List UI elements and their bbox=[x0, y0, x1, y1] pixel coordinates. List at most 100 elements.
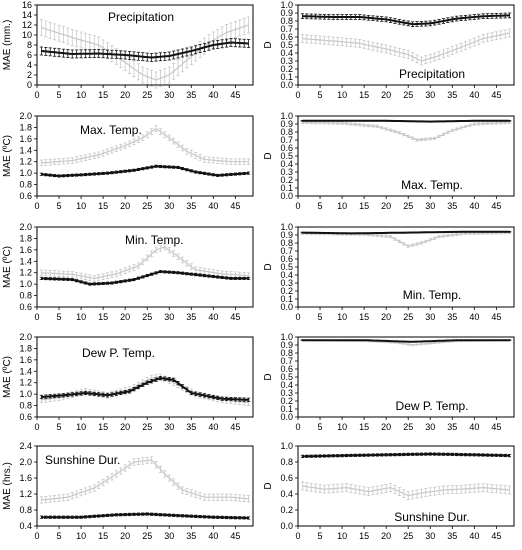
y-tick-label: 0.8 bbox=[19, 291, 32, 301]
y-tick-label: 0.9 bbox=[280, 8, 293, 18]
y-axis-label: MAE (ºC) bbox=[2, 246, 13, 288]
y-tick-label: 6 bbox=[27, 50, 32, 60]
x-tick-label: 25 bbox=[142, 531, 152, 541]
y-tick-label: 2.4 bbox=[19, 441, 32, 451]
y-tick-label: 0.6 bbox=[280, 473, 293, 483]
chart-panel-9: 0.0 0.2 0.4 0.6 0.8 1.0 0 5 10 15 20 25 30 35 40 45 D Sun… bbox=[263, 441, 515, 541]
plot-frame bbox=[297, 445, 515, 527]
series-line-2-1 bbox=[41, 165, 249, 177]
panel-title: Max. Temp. bbox=[401, 178, 463, 192]
y-tick-label: 0.4 bbox=[280, 48, 293, 58]
y-tick-label: 0.6 bbox=[280, 143, 293, 153]
series-line-5-1 bbox=[302, 230, 510, 235]
x-tick-label: 30 bbox=[425, 90, 435, 100]
y-tick-label: 0.8 bbox=[280, 238, 293, 248]
x-tick-label: 20 bbox=[381, 531, 391, 541]
x-tick-label: 0 bbox=[34, 422, 39, 432]
y-tick-label: 0.6 bbox=[19, 191, 32, 201]
x-tick-label: 30 bbox=[164, 422, 174, 432]
y-tick-label: 0.3 bbox=[280, 388, 293, 398]
y-tick-label: 1.4 bbox=[19, 256, 32, 266]
y-tick-label: 1.6 bbox=[19, 245, 32, 255]
y-tick-label: 12 bbox=[22, 20, 32, 30]
x-tick-label: 25 bbox=[403, 90, 413, 100]
x-tick-label: 40 bbox=[208, 312, 218, 322]
x-tick-label: 35 bbox=[186, 531, 196, 541]
y-axis-label: D bbox=[263, 373, 274, 380]
y-tick-label: 0.5 bbox=[280, 40, 293, 50]
x-tick-label: 35 bbox=[186, 422, 196, 432]
series-line-8-0 bbox=[41, 459, 249, 501]
x-tick-label: 35 bbox=[447, 531, 457, 541]
error-bars-1-0 bbox=[300, 28, 512, 66]
y-tick-label: 1.0 bbox=[19, 168, 32, 178]
x-tick-label: 5 bbox=[318, 422, 323, 432]
x-tick-label: 45 bbox=[491, 312, 501, 322]
y-tick-label: 0.8 bbox=[19, 401, 32, 411]
y-tick-label: 0.9 bbox=[280, 119, 293, 129]
y-tick-label: 0.0 bbox=[280, 521, 293, 531]
x-tick-label: 40 bbox=[469, 531, 479, 541]
x-tick-label: 0 bbox=[295, 422, 300, 432]
y-tick-label: 2.0 bbox=[19, 111, 32, 121]
y-tick-label: 0.2 bbox=[280, 505, 293, 515]
x-tick-label: 0 bbox=[34, 312, 39, 322]
y-tick-label: 1.0 bbox=[280, 111, 293, 121]
x-tick-label: 5 bbox=[57, 312, 62, 322]
x-tick-label: 30 bbox=[425, 312, 435, 322]
y-tick-label: 1.2 bbox=[19, 268, 32, 278]
series-line-4-1 bbox=[41, 270, 249, 286]
x-tick-label: 20 bbox=[381, 201, 391, 211]
y-tick-label: 0.7 bbox=[280, 24, 293, 34]
error-bars-6-0 bbox=[39, 373, 251, 406]
x-tick-label: 30 bbox=[425, 201, 435, 211]
x-tick-label: 45 bbox=[230, 90, 240, 100]
series-line-8-1 bbox=[41, 513, 249, 519]
y-tick-label: 1.0 bbox=[19, 389, 32, 399]
y-tick-label: 1.6 bbox=[19, 355, 32, 365]
x-tick-label: 20 bbox=[120, 422, 130, 432]
y-tick-label: 0.5 bbox=[280, 151, 293, 161]
chart-panel-6: 0.60.8 1.01.2 1.41.6 1.82.0 0 5 10 15 20 25 30 35 40… bbox=[2, 332, 254, 432]
x-tick-label: 40 bbox=[469, 422, 479, 432]
x-tick-label: 10 bbox=[76, 201, 86, 211]
x-tick-label: 5 bbox=[318, 90, 323, 100]
panel-title: Min. Temp. bbox=[125, 233, 183, 247]
x-tick-label: 25 bbox=[142, 312, 152, 322]
x-tick-label: 5 bbox=[57, 531, 62, 541]
y-tick-label: 0.1 bbox=[280, 183, 293, 193]
y-tick-label: 0.8 bbox=[280, 348, 293, 358]
y-tick-label: 0.8 bbox=[19, 180, 32, 190]
x-tick-label: 15 bbox=[98, 422, 108, 432]
x-tick-label: 0 bbox=[295, 201, 300, 211]
y-tick-label: 4 bbox=[27, 60, 32, 70]
panel-title: Dew P. Temp. bbox=[396, 399, 469, 413]
y-tick-label: 0.7 bbox=[280, 135, 293, 145]
chart-panel-1: 0.00.10.20.30.40.50.60.70.80.91.0 0 5 10 15 2… bbox=[263, 0, 515, 100]
y-tick-label: 0.2 bbox=[280, 286, 293, 296]
x-tick-label: 40 bbox=[208, 531, 218, 541]
x-tick-label: 5 bbox=[57, 422, 62, 432]
x-tick-label: 15 bbox=[98, 201, 108, 211]
x-tick-label: 45 bbox=[491, 531, 501, 541]
series-line-1-0 bbox=[302, 32, 510, 62]
panel-title: Precipitation bbox=[108, 10, 174, 24]
y-tick-label: 0 bbox=[27, 80, 32, 90]
x-tick-label: 30 bbox=[425, 422, 435, 432]
series-line-0-1 bbox=[41, 41, 249, 59]
x-tick-label: 20 bbox=[381, 90, 391, 100]
y-tick-label: 0.9 bbox=[280, 230, 293, 240]
y-tick-label: 0.1 bbox=[280, 404, 293, 414]
x-tick-label: 15 bbox=[98, 90, 108, 100]
y-tick-label: 1.2 bbox=[19, 157, 32, 167]
series-line-3-0 bbox=[302, 121, 510, 141]
x-tick-label: 30 bbox=[164, 201, 174, 211]
y-tick-label: 0.8 bbox=[280, 457, 293, 467]
error-bars-9-0 bbox=[300, 481, 512, 501]
x-tick-label: 0 bbox=[34, 90, 39, 100]
panel-title: Max. Temp. bbox=[80, 123, 142, 137]
x-tick-label: 20 bbox=[120, 201, 130, 211]
x-tick-label: 30 bbox=[164, 531, 174, 541]
y-tick-label: 2.0 bbox=[19, 457, 32, 467]
y-tick-label: 0.8 bbox=[19, 505, 32, 515]
